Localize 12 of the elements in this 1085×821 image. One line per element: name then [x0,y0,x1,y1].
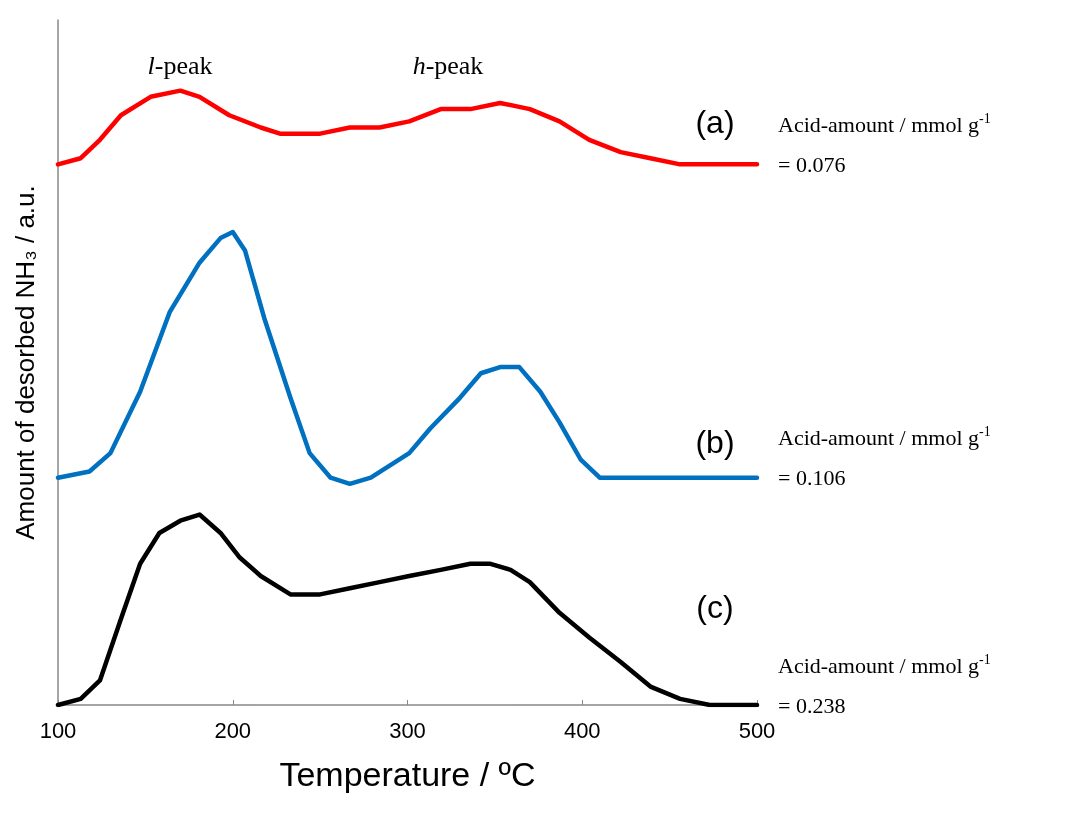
x-axis-title: Temperature / ºC [279,755,536,793]
x-tick-label: 200 [214,717,252,743]
x-tick-label: 400 [563,717,601,743]
annotation: (c) [696,589,734,625]
x-tick-label: 500 [738,717,776,743]
annotation: (b) [695,424,735,460]
text: h-peak [412,50,484,80]
y-axis-title: Amount of desorbed NH₃ / a.u. [10,185,40,540]
text: l-peak [147,50,213,80]
x-tick-label: 300 [389,717,426,743]
x-tick-label: 100 [39,717,77,743]
annotation: (a) [695,104,735,140]
